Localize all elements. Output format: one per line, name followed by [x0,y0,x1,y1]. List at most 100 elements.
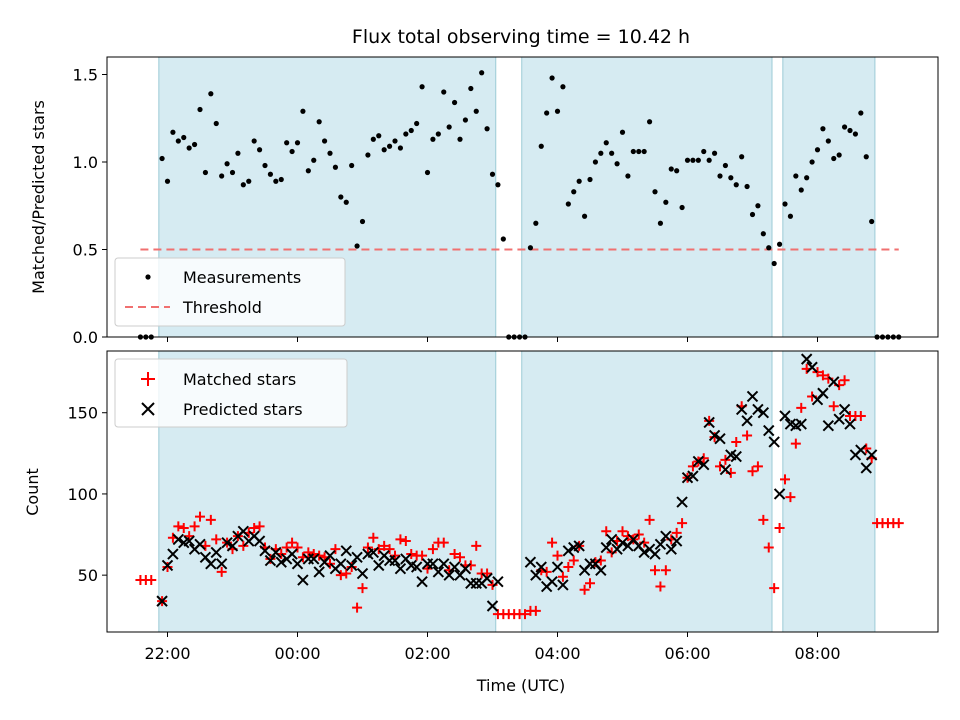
measurement-point [625,173,631,179]
measurement-point [776,241,783,247]
matched-stars-point [195,511,205,522]
matched-stars-point [547,537,558,548]
predicted-stars-point [351,551,363,563]
measurement-point [527,245,534,251]
y-tick-label: 150 [67,404,98,423]
bottom-y-axis-label: Count [23,468,42,516]
matched-stars-point [438,537,449,548]
predicted-stars-point [551,561,564,573]
predicted-stars-point [394,562,407,575]
measurement-point [240,182,246,188]
matched-stars-point [855,410,866,421]
measurement-point [235,150,241,156]
measurement-point [641,148,647,155]
predicted-stars-point [779,410,791,422]
predicted-stars-point [335,558,347,570]
measurement-point [251,138,257,144]
matched-stars-point [796,402,807,413]
predicted-stars-point [692,455,705,468]
bottom-legend-box [114,358,348,428]
matched-stars-point [449,549,460,560]
matched-stars-point [335,570,346,581]
measurement-point [457,136,463,142]
measurement-point [744,183,750,190]
x-axis-label: Time (UTC) [476,676,565,695]
x-tick-label: 02:00 [404,644,450,663]
measurement-point [852,131,859,137]
matched-stars-point [254,521,265,532]
measurement-point [343,199,349,205]
matched-stars-point [552,550,563,561]
predicted-stars-point [459,562,472,575]
predicted-stars-point [638,546,650,559]
predicted-stars-point [616,536,629,549]
legend-measurements-marker [145,274,151,280]
measurement-point [587,176,593,183]
predicted-stars-point [156,595,168,607]
measurement-point [289,148,295,155]
measurement-point [305,168,311,174]
matched-stars-point [893,518,904,529]
matched-stars-point [205,514,216,525]
predicted-stars-point [410,561,423,573]
measurement-point [782,201,788,207]
x-tick-label: 06:00 [664,644,710,663]
matched-stars-point [238,540,249,551]
measurement-point [679,204,685,211]
predicted-stars-point [828,376,840,388]
matched-stars-point [790,438,801,449]
predicted-stars-point [210,546,222,559]
measurement-point [544,110,550,116]
predicted-stars-point [687,470,699,482]
matched-stars-point [655,581,666,592]
predicted-stars-point [595,564,607,576]
matched-stars-point [400,536,411,547]
measurement-point [674,168,680,174]
predicted-stars-point [167,548,179,560]
measurement-point [809,159,815,165]
predicted-stars-point [389,554,401,567]
measurement-point [462,117,469,123]
matched-stars-point [633,529,644,540]
matched-stars-point [330,544,341,555]
measurement-point [256,147,263,153]
measurement-point [598,150,604,156]
legend-matched-marker [141,372,155,386]
measurement-point [571,189,577,195]
predicted-stars-point [822,420,835,432]
predicted-stars-point [703,416,715,429]
predicted-stars-point [773,488,786,500]
measurement-point [814,147,821,153]
matched-stars-point [731,436,742,447]
measurement-point [581,213,588,219]
matched-stars-point [287,537,298,548]
legend-measurements-label: Measurements [183,268,301,287]
measurement-point [262,162,268,169]
measurement-point [739,154,745,160]
measurement-point [787,213,794,219]
measurement-point [489,171,496,177]
measurement-point [760,231,766,237]
predicted-stars-point [438,558,450,570]
measurement-point [338,194,344,200]
measurement-point [191,141,198,148]
measurement-point [370,136,376,142]
measurement-point [468,85,474,92]
matched-stars-point [357,583,368,594]
measurement-point [684,157,691,163]
predicted-stars-point [172,533,185,546]
matched-stars-point [747,466,758,477]
measurement-point [294,140,301,146]
matched-stars-point [281,542,292,553]
measurement-point [311,157,317,163]
predicted-stars-point [432,566,445,578]
matched-stars-point [585,578,595,589]
matched-stars-point [758,514,769,525]
measurement-point [164,178,171,184]
x-tick-label: 04:00 [534,644,580,663]
y-tick-label: 100 [67,485,98,504]
predicted-stars-point [313,566,325,578]
measurement-point [213,120,219,127]
matched-stars-point [162,562,173,573]
measurement-point [646,119,653,125]
